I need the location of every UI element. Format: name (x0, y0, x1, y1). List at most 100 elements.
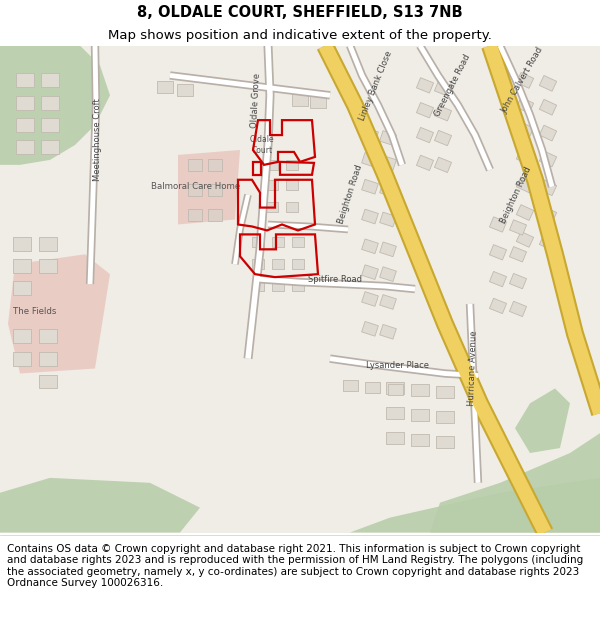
Bar (13, 352, 31, 366)
Bar (509, 274, 527, 289)
Bar (434, 131, 452, 146)
Bar (380, 267, 397, 281)
Bar (362, 179, 379, 194)
Bar (188, 209, 202, 221)
Bar (490, 244, 506, 260)
Bar (343, 380, 358, 391)
Bar (416, 78, 434, 93)
Bar (13, 238, 31, 251)
Bar (362, 127, 379, 142)
Bar (286, 180, 298, 190)
Text: John Calvert Road: John Calvert Road (499, 46, 545, 115)
Text: The Fields: The Fields (13, 308, 56, 316)
Bar (13, 259, 31, 273)
Text: Map shows position and indicative extent of the property.: Map shows position and indicative extent… (108, 29, 492, 42)
Bar (490, 217, 506, 232)
Polygon shape (430, 433, 600, 532)
Bar (266, 160, 278, 170)
Bar (380, 182, 397, 197)
Polygon shape (350, 478, 600, 532)
Bar (286, 160, 298, 170)
Bar (509, 220, 527, 235)
Bar (380, 131, 397, 146)
Bar (388, 384, 403, 395)
Bar (386, 432, 404, 444)
Bar (517, 177, 533, 192)
Text: Oldale
Court: Oldale Court (250, 135, 274, 154)
Bar (539, 207, 557, 222)
Bar (434, 157, 452, 172)
Bar (272, 238, 284, 248)
Bar (539, 76, 557, 91)
Bar (380, 242, 397, 257)
Bar (41, 74, 59, 88)
Bar (362, 265, 379, 279)
Bar (411, 409, 429, 421)
Bar (39, 329, 57, 342)
Bar (434, 81, 452, 96)
Bar (411, 434, 429, 446)
Bar (386, 382, 404, 394)
Bar (310, 96, 326, 108)
Bar (380, 212, 397, 227)
Bar (286, 202, 298, 211)
Bar (16, 74, 34, 88)
Bar (208, 209, 222, 221)
Bar (41, 118, 59, 132)
Bar (157, 81, 173, 93)
Bar (177, 84, 193, 96)
Bar (365, 382, 380, 393)
Bar (292, 238, 304, 248)
Bar (416, 102, 434, 118)
Bar (362, 321, 379, 336)
Bar (517, 204, 533, 221)
Bar (386, 408, 404, 419)
Bar (252, 259, 264, 269)
Bar (517, 122, 533, 138)
Bar (362, 209, 379, 224)
Bar (539, 180, 557, 196)
Bar (490, 298, 506, 314)
Bar (272, 259, 284, 269)
Bar (16, 118, 34, 132)
Text: Meetinghouse Croft: Meetinghouse Croft (92, 99, 101, 181)
Bar (266, 202, 278, 211)
Bar (490, 271, 506, 287)
Bar (509, 301, 527, 317)
Bar (539, 125, 557, 141)
Bar (13, 281, 31, 295)
Bar (39, 352, 57, 366)
Bar (16, 140, 34, 154)
Bar (292, 94, 308, 106)
Text: Beighton Road: Beighton Road (336, 164, 364, 226)
Bar (16, 96, 34, 110)
Polygon shape (515, 388, 570, 453)
Text: Oldale Grove: Oldale Grove (250, 72, 262, 128)
Bar (539, 99, 557, 115)
Polygon shape (0, 46, 110, 165)
Polygon shape (0, 478, 200, 532)
Bar (362, 239, 379, 254)
Bar (436, 436, 454, 448)
Bar (362, 292, 379, 306)
Bar (188, 184, 202, 196)
Bar (436, 386, 454, 398)
Bar (416, 155, 434, 171)
Text: Linley Bank Close: Linley Bank Close (358, 49, 394, 122)
Text: Lysander Place: Lysander Place (367, 361, 430, 370)
Polygon shape (8, 254, 110, 374)
Text: Spitfire Road: Spitfire Road (308, 274, 362, 284)
Bar (292, 281, 304, 291)
Bar (272, 281, 284, 291)
Text: Hurricane Avenue: Hurricane Avenue (467, 331, 479, 406)
Text: Contains OS data © Crown copyright and database right 2021. This information is : Contains OS data © Crown copyright and d… (7, 544, 583, 588)
Bar (517, 72, 533, 88)
Bar (39, 374, 57, 388)
Bar (252, 281, 264, 291)
Bar (188, 159, 202, 171)
Bar (411, 384, 429, 396)
Text: 8, OLDALE COURT, SHEFFIELD, S13 7NB: 8, OLDALE COURT, SHEFFIELD, S13 7NB (137, 5, 463, 20)
Bar (434, 106, 452, 121)
Bar (39, 259, 57, 273)
Bar (13, 329, 31, 342)
